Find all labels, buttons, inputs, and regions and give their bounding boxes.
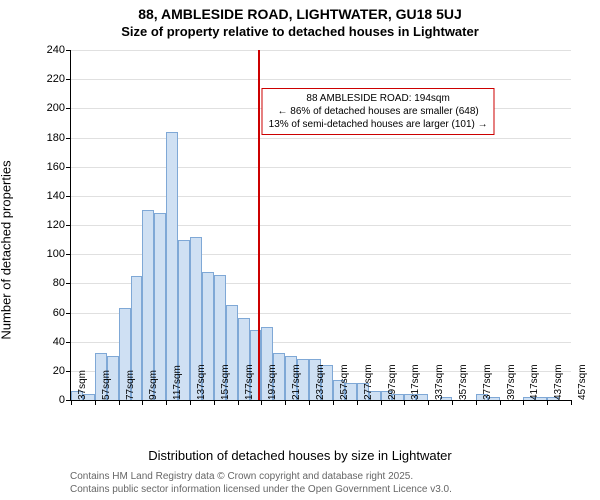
xtick-mark (571, 400, 572, 405)
xtick-mark (333, 400, 334, 405)
xtick-label: 77sqm (123, 370, 136, 400)
xtick-label: 377sqm (480, 364, 493, 400)
xtick-mark (452, 400, 453, 405)
credit-text: Contains HM Land Registry data © Crown c… (70, 471, 452, 496)
xtick-label: 337sqm (432, 364, 445, 400)
ytick-label: 40 (53, 336, 71, 348)
xtick-label: 177sqm (242, 364, 255, 400)
xtick-mark (309, 400, 310, 405)
xtick-label: 397sqm (504, 364, 517, 400)
xtick-label: 277sqm (361, 364, 374, 400)
xtick-label: 117sqm (170, 365, 183, 400)
xtick-mark (119, 400, 120, 405)
xtick-mark (428, 400, 429, 405)
xtick-label: 97sqm (146, 370, 159, 400)
xtick-mark (357, 400, 358, 405)
ytick-label: 160 (47, 161, 71, 173)
ytick-label: 20 (53, 365, 71, 377)
x-axis-label: Distribution of detached houses by size … (0, 448, 600, 463)
xtick-mark (523, 400, 524, 405)
xtick-label: 317sqm (408, 364, 421, 400)
xtick-mark (500, 400, 501, 405)
ytick-label: 180 (47, 132, 71, 144)
ytick-label: 80 (53, 277, 71, 289)
xtick-label: 437sqm (551, 364, 564, 400)
chart-title-line1: 88, AMBLESIDE ROAD, LIGHTWATER, GU18 5UJ (0, 6, 600, 22)
xtick-label: 57sqm (99, 370, 112, 400)
xtick-label: 137sqm (194, 364, 207, 400)
y-axis-label: Number of detached properties (0, 71, 14, 250)
chart-title-line2: Size of property relative to detached ho… (0, 24, 600, 39)
xtick-label: 357sqm (456, 364, 469, 400)
xtick-mark (190, 400, 191, 405)
xtick-mark (547, 400, 548, 405)
credit-line1: Contains HM Land Registry data © Crown c… (70, 471, 452, 484)
xtick-mark (95, 400, 96, 405)
xtick-label: 37sqm (75, 370, 88, 400)
xtick-label: 417sqm (527, 364, 540, 400)
property-marker-line (258, 50, 260, 400)
xtick-mark (285, 400, 286, 405)
ytick-label: 0 (59, 394, 71, 406)
xtick-label: 157sqm (218, 364, 231, 400)
xtick-mark (261, 400, 262, 405)
histogram-bar (166, 132, 178, 400)
xtick-label: 217sqm (289, 364, 302, 400)
xtick-label: 457sqm (575, 364, 588, 400)
xtick-mark (238, 400, 239, 405)
xtick-mark (166, 400, 167, 405)
xtick-mark (214, 400, 215, 405)
ytick-label: 60 (53, 307, 71, 319)
xtick-label: 297sqm (385, 364, 398, 400)
annotation-line: ← 86% of detached houses are smaller (64… (269, 105, 488, 118)
annotation-line: 88 AMBLESIDE ROAD: 194sqm (269, 92, 488, 105)
xtick-mark (404, 400, 405, 405)
plot-area: 02040608010012014016018020022024037sqm57… (70, 50, 571, 401)
ytick-label: 200 (47, 102, 71, 114)
ytick-label: 220 (47, 73, 71, 85)
xtick-mark (381, 400, 382, 405)
ytick-label: 140 (47, 190, 71, 202)
xtick-label: 237sqm (313, 364, 326, 400)
credit-line2: Contains public sector information licen… (70, 484, 452, 497)
xtick-mark (476, 400, 477, 405)
ytick-label: 100 (47, 248, 71, 260)
xtick-mark (142, 400, 143, 405)
xtick-label: 197sqm (265, 364, 278, 400)
xtick-label: 257sqm (337, 364, 350, 400)
ytick-label: 120 (47, 219, 71, 231)
annotation-box: 88 AMBLESIDE ROAD: 194sqm← 86% of detach… (262, 88, 495, 135)
ytick-label: 240 (47, 44, 71, 56)
annotation-line: 13% of semi-detached houses are larger (… (269, 118, 488, 131)
xtick-mark (71, 400, 72, 405)
